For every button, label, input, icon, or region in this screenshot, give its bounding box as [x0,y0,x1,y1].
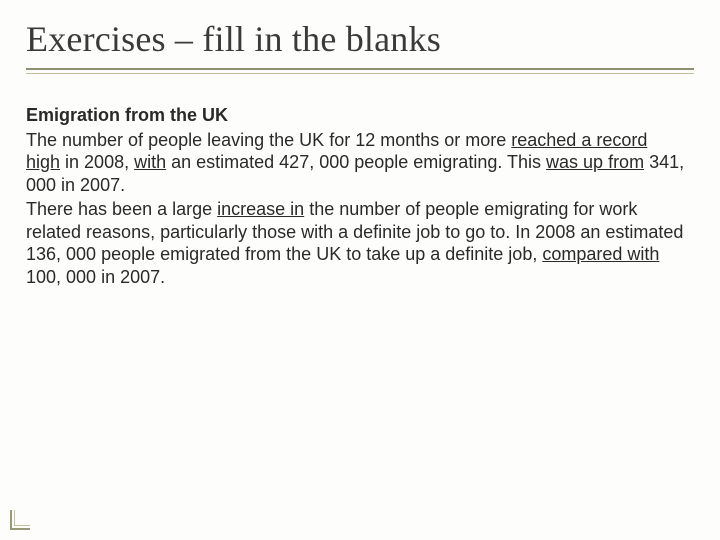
corner-line-horizontal [10,528,30,530]
blank-fill: increase in [217,199,304,219]
blank-fill: was up from [546,152,644,172]
title-rule-primary [26,68,694,70]
corner-ornament [10,510,30,530]
slide: Exercises – fill in the blanks Emigratio… [0,0,720,540]
text-run: 100, 000 in 2007. [26,267,165,287]
text-run: The number of people leaving the UK for … [26,130,511,150]
paragraph-1: The number of people leaving the UK for … [26,129,686,197]
subheading: Emigration from the UK [26,104,686,127]
body-text: Emigration from the UK The number of peo… [26,104,686,288]
paragraph-2: There has been a large increase in the n… [26,198,686,288]
slide-title: Exercises – fill in the blanks [26,18,694,60]
text-run: an estimated 427, 000 people emigrating.… [166,152,546,172]
title-block: Exercises – fill in the blanks [26,18,694,84]
blank-fill: compared with [542,244,659,264]
corner-line-vertical [10,510,12,530]
text-run: There has been a large [26,199,217,219]
blank-fill: with [134,152,166,172]
title-rule-secondary [26,73,694,74]
text-run: in 2008, [60,152,134,172]
corner-line-vertical-inner [14,510,15,526]
corner-line-horizontal-inner [14,525,30,526]
